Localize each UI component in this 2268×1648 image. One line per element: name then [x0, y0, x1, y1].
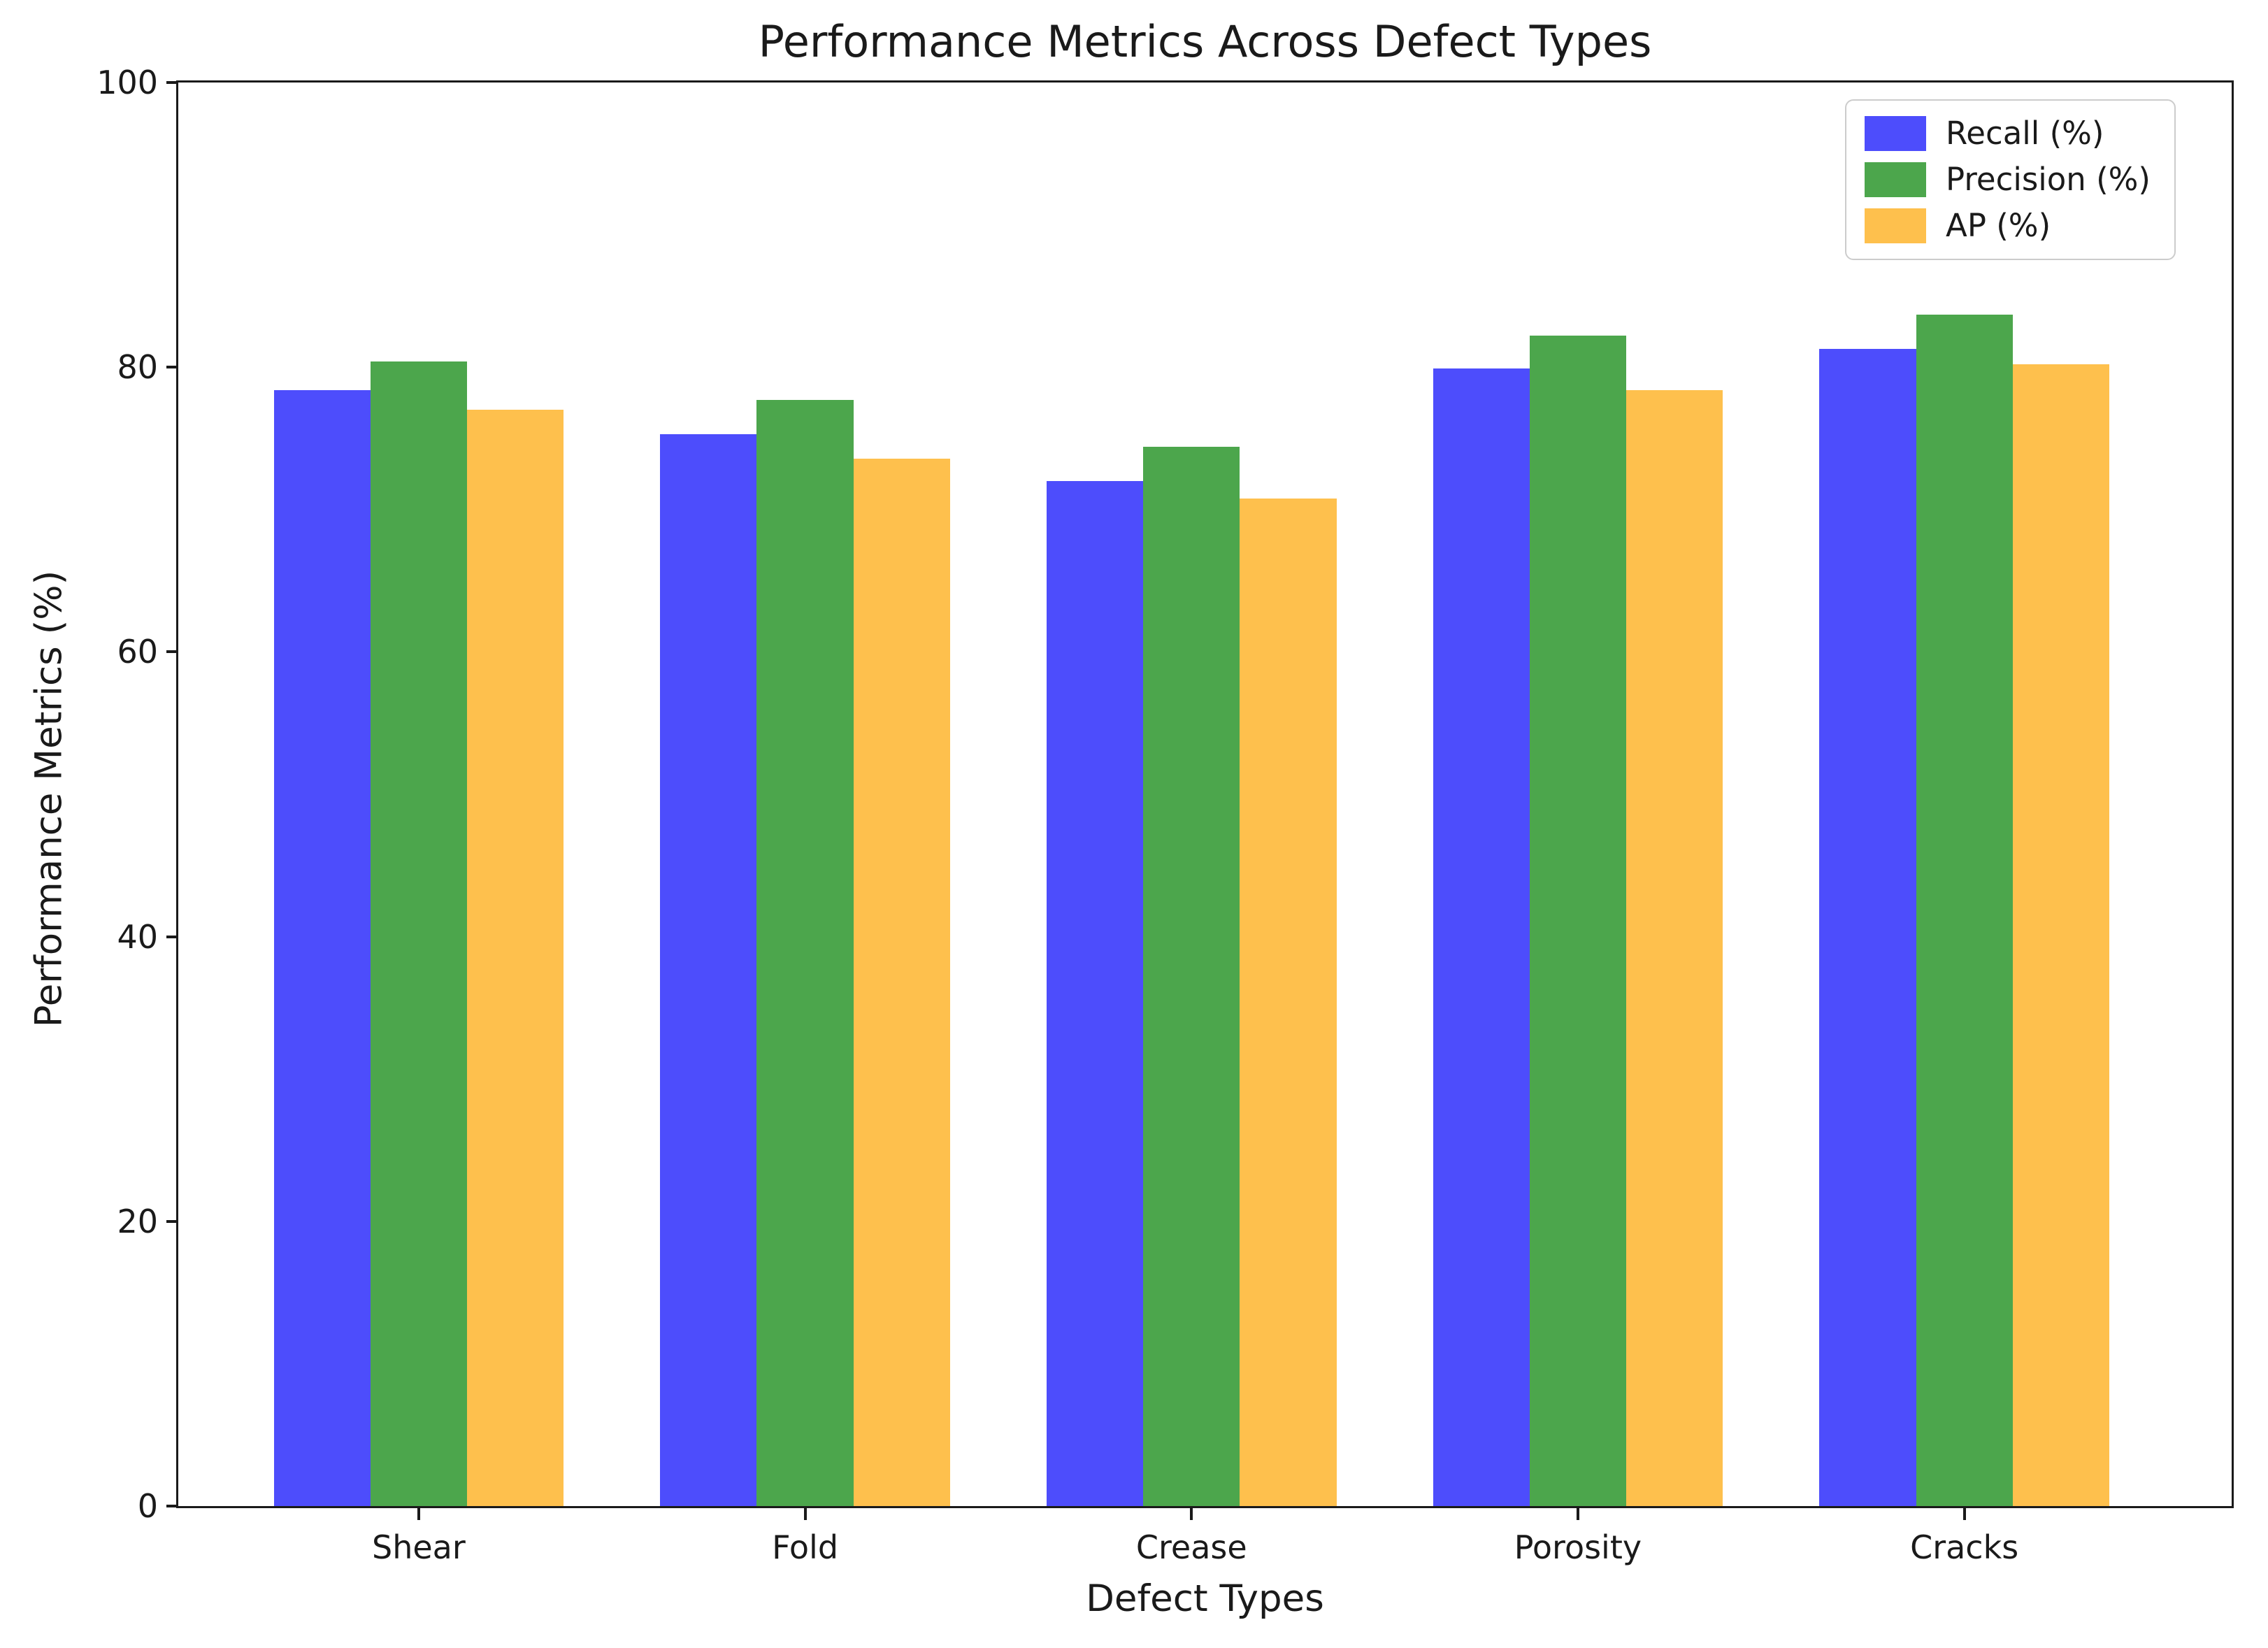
bar-cracks-precision [1916, 314, 2013, 1506]
bar-shear-precision [370, 361, 467, 1506]
bar-fold-recall [660, 434, 757, 1506]
bar-groups: Shear Fold Crease Porosity Cracks [178, 83, 2232, 1566]
legend-label-ap: AP (%) [1946, 207, 2051, 245]
y-tick-label: 80 [117, 348, 158, 387]
bar-shear-recall [273, 389, 371, 1506]
x-tick-label-shear: Shear [372, 1528, 466, 1566]
bar-crease-recall [1047, 481, 1144, 1506]
y-tick-40: 40 [117, 917, 178, 956]
y-tick-label: 40 [117, 917, 158, 956]
bar-group-porosity: Porosity [1385, 83, 1772, 1566]
x-tick-label-porosity: Porosity [1514, 1528, 1642, 1566]
y-tick-label: 0 [137, 1487, 158, 1525]
bar-cracks-recall [1819, 348, 1916, 1506]
legend-label-recall: Recall (%) [1946, 115, 2104, 152]
bar-fold-precision [756, 400, 854, 1506]
y-tick-20: 20 [117, 1202, 178, 1241]
bar-group-fold: Fold [612, 83, 998, 1566]
bar-porosity-ap [1626, 389, 1723, 1506]
x-tick-label-cracks: Cracks [1910, 1528, 2019, 1566]
y-tick-80: 80 [117, 347, 178, 387]
x-tick-mark [1190, 1508, 1193, 1520]
plot-area: 0 20 40 60 80 100 Shear Fold Crease Porosity Crac… [96, 66, 2234, 1566]
y-tick-0: 0 [138, 1486, 178, 1526]
y-tick-60: 60 [117, 632, 178, 671]
y-tick-label: 20 [117, 1202, 158, 1240]
bar-shear-ap [466, 410, 564, 1506]
bar-cracks-ap [2012, 364, 2109, 1506]
bar-group-cracks: Cracks [1771, 83, 2158, 1566]
y-tick-label: 100 [96, 64, 158, 101]
x-tick-mark [417, 1508, 420, 1520]
legend-item-precision: Precision (%) [1865, 162, 2151, 197]
legend-swatch-precision [1865, 162, 1927, 197]
legend-item-ap: AP (%) [1865, 208, 2151, 243]
bar-group-crease: Crease [998, 83, 1385, 1566]
y-tick-mark [166, 1505, 178, 1507]
legend-swatch-ap [1865, 208, 1927, 243]
y-tick-100: 100 [96, 63, 178, 102]
y-tick-mark [166, 366, 178, 369]
legend-label-precision: Precision (%) [1946, 161, 2151, 199]
x-tick-label-fold: Fold [772, 1528, 839, 1566]
y-tick-mark [166, 650, 178, 654]
y-tick-label: 60 [117, 633, 158, 671]
x-tick-mark [1962, 1508, 1966, 1520]
x-axis-title: Defect Types [1086, 1577, 1324, 1620]
y-tick-mark [166, 81, 178, 84]
y-tick-mark [166, 1219, 178, 1223]
y-tick-mark [166, 935, 178, 938]
bar-porosity-precision [1529, 336, 1627, 1506]
legend-item-recall: Recall (%) [1865, 116, 2151, 151]
chart-title: Performance Metrics Across Defect Types [758, 16, 1652, 67]
bar-crease-precision [1143, 447, 1240, 1506]
bar-fold-ap [853, 458, 950, 1506]
bar-crease-ap [1240, 498, 1337, 1506]
legend-swatch-recall [1865, 116, 1927, 151]
bar-group-shear: Shear [226, 83, 612, 1566]
x-tick-mark [803, 1508, 807, 1520]
legend: Recall (%) Precision (%) AP (%) [1845, 99, 2176, 260]
bar-porosity-recall [1433, 368, 1530, 1506]
x-tick-mark [1576, 1508, 1579, 1520]
x-tick-label-crease: Crease [1135, 1528, 1247, 1566]
y-axis-title: Performance Metrics (%) [27, 570, 71, 1028]
